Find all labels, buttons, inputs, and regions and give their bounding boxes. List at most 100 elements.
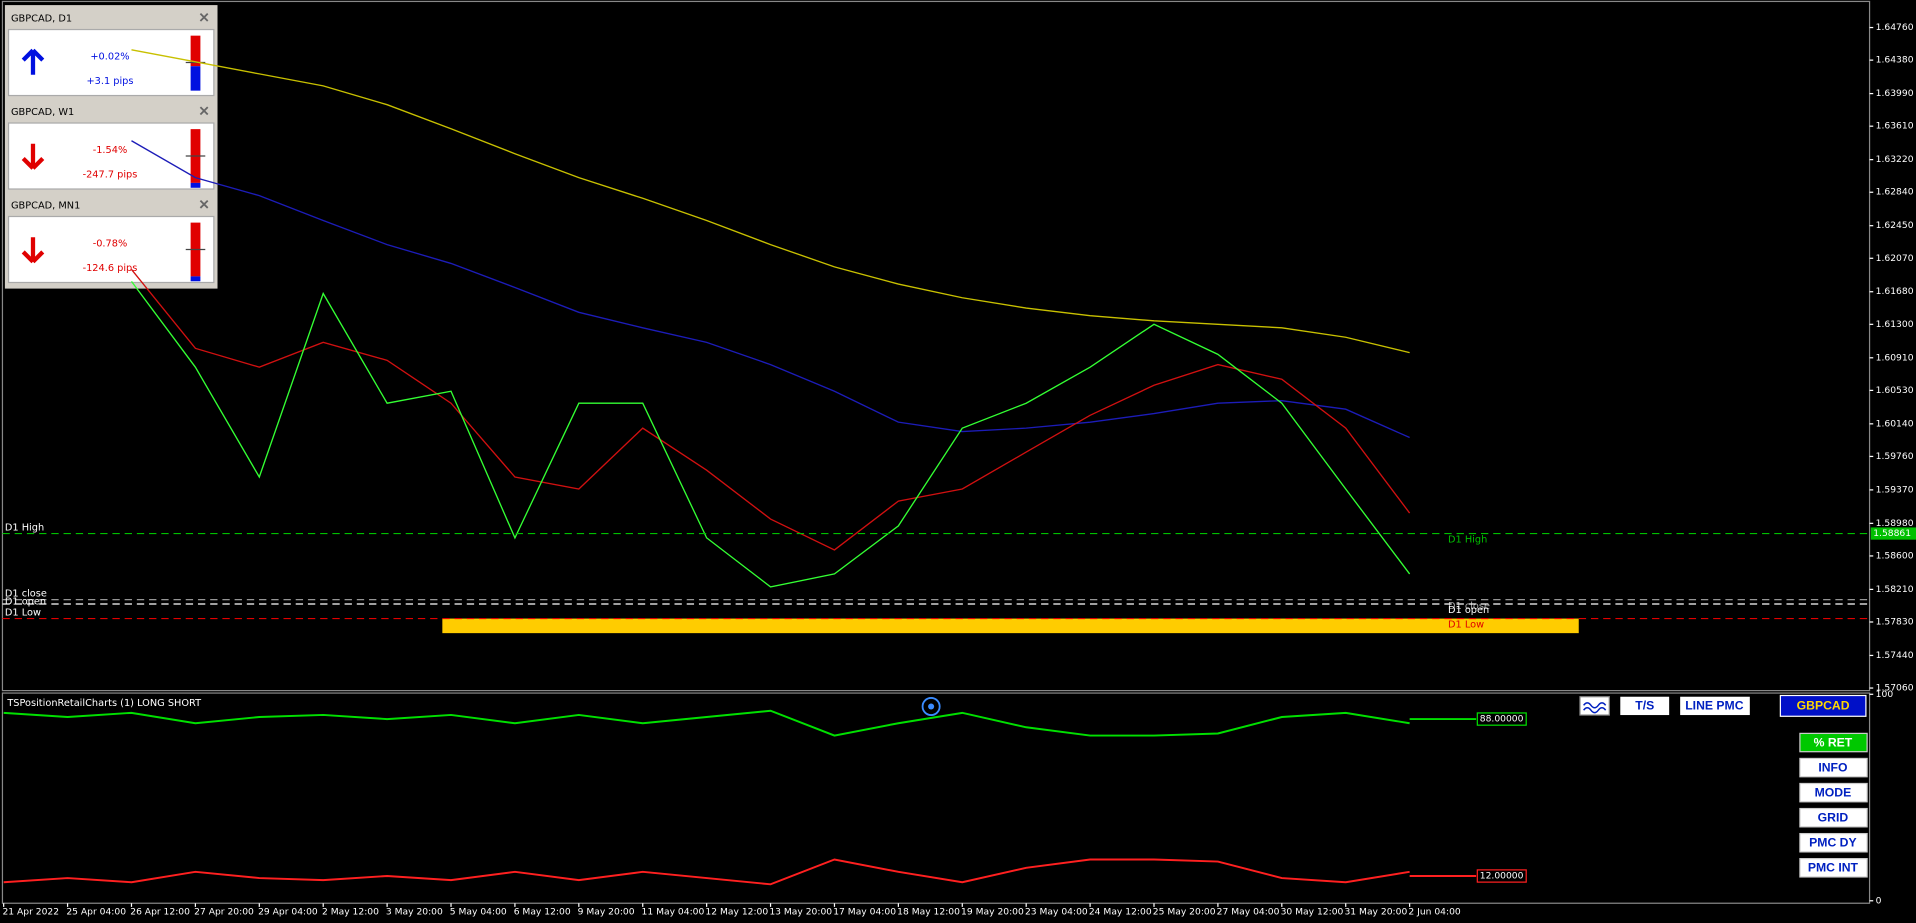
ts-button[interactable] [1620,696,1670,716]
y-tick-label: 1.58980 [1876,518,1914,529]
widget-title: GBPCAD, D1 [11,14,72,25]
series-line [131,49,1410,354]
y-tick-label: 1.64760 [1876,22,1914,33]
series-line [3,858,1410,886]
direction-arrow [21,237,45,264]
widget-title: GBPCAD, W1 [11,107,74,118]
close-icon[interactable] [199,199,209,209]
widget-header [7,194,216,216]
y-tick-label: 1.63610 [1876,121,1914,132]
x-tick-label: 23 May 04:00 [1025,906,1088,917]
series-line [130,280,1411,588]
close-icon[interactable] [199,13,209,22]
x-tick-label: 18 May 12:00 [897,906,960,917]
change-percent: -1.54% [93,145,128,156]
level-label-right: D1 close [1448,601,1490,612]
ts-button-label[interactable]: T/S [1635,699,1654,713]
gauge-red [190,35,201,67]
last-tag-label: 88.00000 [1480,714,1524,725]
x-tick-label: 27 May 04:00 [1217,906,1280,917]
y-tick-label: 1.59370 [1876,484,1914,495]
side-button[interactable] [1799,732,1868,753]
indicator-title: TSPositionRetailCharts (1) LONG SHORT [6,698,201,709]
line-pmc-button-label[interactable]: LINE PMC [1685,699,1743,713]
side-button-label[interactable]: GRID [1818,811,1849,825]
close-icon[interactable] [199,106,209,116]
support-zone [442,618,1579,634]
y-tick-label: 1.62450 [1876,220,1914,231]
x-tick-label: 25 May 20:00 [1153,906,1216,917]
y-tick-label: 1.62070 [1876,253,1914,264]
widget-header [7,7,216,29]
side-button[interactable] [1799,807,1868,828]
x-tick-label: 11 May 04:00 [642,906,705,917]
y-tick-label: 0 [1876,895,1882,906]
y-tick-label: 1.61680 [1876,286,1914,297]
y-tick-label: 1.58210 [1876,584,1914,595]
side-button[interactable] [1799,858,1868,878]
side-button-label[interactable]: PMC DY [1809,836,1856,850]
x-tick-label: 17 May 04:00 [833,906,896,917]
level-label-right: D1 open [1448,605,1489,616]
x-tick-label: 30 May 12:00 [1281,906,1344,917]
level-label-left: D1 open [5,597,46,608]
y-tick-label: 1.57440 [1876,650,1914,661]
last-tag [1476,869,1527,883]
wave-icon[interactable] [1583,702,1607,714]
side-button[interactable] [1799,782,1868,803]
gauge-blue [190,66,201,91]
target-dot[interactable] [928,703,935,710]
side-button-label[interactable]: % RET [1814,735,1853,749]
side-button-label[interactable]: MODE [1815,785,1852,799]
side-button-label[interactable]: INFO [1818,760,1847,774]
change-pips: -124.6 pips [83,263,138,274]
target-icon[interactable] [921,697,941,716]
direction-arrow [21,143,45,170]
x-tick-label: 19 May 20:00 [961,906,1024,917]
price-tag-label: 1.58861 [1873,528,1911,539]
price-tag [1870,527,1916,540]
target-ring[interactable] [921,697,941,716]
change-pips: +3.1 pips [86,76,133,87]
series-line [3,709,1410,737]
level-label-left: D1 Low [5,607,41,618]
symbol-button[interactable] [1779,694,1867,717]
y-tick-label: 1.60530 [1876,385,1914,396]
gauge-blue [190,276,201,282]
x-tick-label: 31 May 20:00 [1344,906,1407,917]
series-line [131,140,1410,439]
x-tick-label: 2 Jun 04:00 [1408,906,1461,917]
level-label-right: D1 Low [1448,620,1484,631]
change-pips: -247.7 pips [83,169,138,180]
y-tick-label: 100 [1876,689,1894,700]
symbol-button-label[interactable]: GBPCAD [1797,699,1850,713]
level-label-left: D1 High [5,522,44,533]
series-line [130,268,1411,551]
change-percent: -0.78% [93,238,128,249]
x-tick-label: 3 May 20:00 [386,906,443,917]
y-tick-label: 1.62840 [1876,187,1914,198]
side-button[interactable] [1799,757,1868,778]
widget-body [7,122,215,190]
x-tick-label: 26 Apr 12:00 [130,906,190,917]
y-tick-label: 1.64380 [1876,55,1914,66]
widget-header [7,101,216,122]
wave-button-bg[interactable] [1579,696,1610,716]
level-label-left: D1 close [5,589,47,600]
x-tick-label: 9 May 20:00 [578,906,635,917]
line-pmc-button[interactable] [1680,696,1750,716]
side-button-label[interactable]: PMC INT [1808,861,1859,875]
wave-button[interactable] [1579,696,1610,716]
x-tick-label: 29 Apr 04:00 [258,906,318,917]
last-tag [1476,712,1527,726]
x-tick-label: 24 May 12:00 [1089,906,1152,917]
side-button[interactable] [1799,832,1868,853]
widget-body [7,215,215,284]
y-tick-label: 1.63990 [1876,88,1914,99]
level-label-right: D1 High [1448,535,1487,546]
x-tick-label: 27 Apr 20:00 [194,906,254,917]
x-tick-label: 6 May 12:00 [514,906,571,917]
